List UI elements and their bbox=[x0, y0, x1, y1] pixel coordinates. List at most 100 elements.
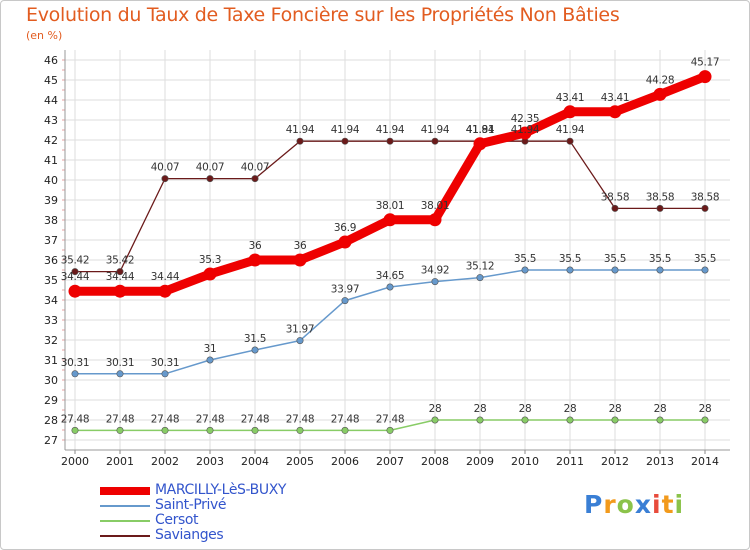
y-tick-label: 33 bbox=[44, 314, 58, 327]
legend-swatch-saint-prive bbox=[100, 505, 150, 507]
point-saint-prive[interactable] bbox=[71, 370, 79, 378]
data-label-cersot: 28 bbox=[519, 403, 532, 415]
point-saint-prive[interactable] bbox=[701, 266, 709, 274]
x-tick-label: 2000 bbox=[61, 455, 89, 468]
point-saint-prive[interactable] bbox=[566, 266, 574, 274]
point-saint-prive[interactable] bbox=[431, 278, 439, 286]
point-marcilly[interactable] bbox=[653, 87, 667, 101]
point-savianges[interactable] bbox=[566, 137, 574, 145]
point-savianges[interactable] bbox=[431, 137, 439, 145]
legend-item-savianges[interactable]: Savianges bbox=[100, 527, 400, 544]
point-marcilly[interactable] bbox=[68, 284, 82, 298]
point-cersot[interactable] bbox=[566, 416, 574, 424]
point-savianges[interactable] bbox=[71, 268, 79, 276]
data-label-saint-prive: 31.5 bbox=[244, 333, 266, 345]
point-cersot[interactable] bbox=[161, 426, 169, 434]
point-cersot[interactable] bbox=[116, 426, 124, 434]
point-marcilly[interactable] bbox=[428, 213, 442, 227]
point-savianges[interactable] bbox=[161, 175, 169, 183]
logo-letter: x bbox=[634, 490, 652, 519]
x-tick-label: 2008 bbox=[421, 455, 449, 468]
point-marcilly[interactable] bbox=[338, 235, 352, 249]
point-marcilly[interactable] bbox=[248, 253, 262, 267]
data-label-marcilly: 34.44 bbox=[106, 271, 135, 283]
point-cersot[interactable] bbox=[431, 416, 439, 424]
point-marcilly[interactable] bbox=[563, 105, 577, 119]
point-savianges[interactable] bbox=[701, 204, 709, 212]
point-saint-prive[interactable] bbox=[161, 370, 169, 378]
data-label-saint-prive: 33.97 bbox=[331, 284, 360, 296]
y-axis-unit: (en %) bbox=[26, 29, 63, 42]
data-label-cersot: 28 bbox=[474, 403, 487, 415]
point-marcilly[interactable] bbox=[113, 284, 127, 298]
x-tick-label: 2002 bbox=[151, 455, 179, 468]
point-cersot[interactable] bbox=[251, 426, 259, 434]
data-label-saint-prive: 30.31 bbox=[106, 357, 135, 369]
x-tick-label: 2014 bbox=[691, 455, 719, 468]
legend-swatch-marcilly bbox=[100, 487, 150, 495]
point-saint-prive[interactable] bbox=[341, 297, 349, 305]
point-savianges[interactable] bbox=[341, 137, 349, 145]
y-tick-label: 37 bbox=[44, 234, 58, 247]
point-saint-prive[interactable] bbox=[116, 370, 124, 378]
point-savianges[interactable] bbox=[611, 204, 619, 212]
point-cersot[interactable] bbox=[386, 426, 394, 434]
point-savianges[interactable] bbox=[656, 204, 664, 212]
data-label-cersot: 28 bbox=[609, 403, 622, 415]
logo-letter: P bbox=[584, 490, 604, 519]
point-saint-prive[interactable] bbox=[521, 266, 529, 274]
point-marcilly[interactable] bbox=[608, 105, 622, 119]
point-cersot[interactable] bbox=[206, 426, 214, 434]
data-label-marcilly: 43.41 bbox=[601, 92, 630, 104]
data-label-cersot: 27.48 bbox=[286, 413, 315, 425]
x-tick-label: 2010 bbox=[511, 455, 539, 468]
data-label-marcilly: 38.01 bbox=[376, 200, 405, 212]
point-marcilly[interactable] bbox=[203, 267, 217, 281]
x-tick-label: 2004 bbox=[241, 455, 269, 468]
y-tick-label: 31 bbox=[44, 354, 58, 367]
point-saint-prive[interactable] bbox=[476, 274, 484, 282]
point-saint-prive[interactable] bbox=[251, 346, 259, 354]
data-label-marcilly: 36 bbox=[294, 240, 307, 252]
point-cersot[interactable] bbox=[656, 416, 664, 424]
y-tick-label: 30 bbox=[44, 374, 58, 387]
point-cersot[interactable] bbox=[71, 426, 79, 434]
x-tick-label: 2011 bbox=[556, 455, 584, 468]
point-marcilly[interactable] bbox=[473, 137, 487, 151]
y-tick-label: 35 bbox=[44, 274, 58, 287]
point-cersot[interactable] bbox=[701, 416, 709, 424]
point-marcilly[interactable] bbox=[383, 213, 397, 227]
series-lines bbox=[68, 70, 712, 434]
data-label-marcilly: 34.44 bbox=[151, 271, 180, 283]
point-savianges[interactable] bbox=[251, 175, 259, 183]
logo-letter: o bbox=[616, 490, 635, 519]
point-cersot[interactable] bbox=[611, 416, 619, 424]
data-label-saint-prive: 30.31 bbox=[151, 357, 180, 369]
y-tick-label: 34 bbox=[44, 294, 58, 307]
point-cersot[interactable] bbox=[476, 416, 484, 424]
point-cersot[interactable] bbox=[521, 416, 529, 424]
point-saint-prive[interactable] bbox=[296, 337, 304, 345]
point-saint-prive[interactable] bbox=[206, 356, 214, 364]
point-savianges[interactable] bbox=[206, 175, 214, 183]
point-savianges[interactable] bbox=[296, 137, 304, 145]
legend-item-saint-prive[interactable]: Saint-Privé bbox=[100, 497, 400, 514]
point-cersot[interactable] bbox=[296, 426, 304, 434]
point-cersot[interactable] bbox=[341, 426, 349, 434]
point-saint-prive[interactable] bbox=[386, 283, 394, 291]
data-label-marcilly: 45.17 bbox=[691, 57, 720, 69]
point-marcilly[interactable] bbox=[518, 126, 532, 140]
point-marcilly[interactable] bbox=[293, 253, 307, 267]
point-marcilly[interactable] bbox=[158, 284, 172, 298]
data-label-savianges: 35.42 bbox=[106, 255, 135, 267]
y-tick-label: 28 bbox=[44, 414, 58, 427]
point-savianges[interactable] bbox=[386, 137, 394, 145]
point-saint-prive[interactable] bbox=[611, 266, 619, 274]
legend-item-marcilly[interactable]: MARCILLY-LèS-BUXY bbox=[100, 482, 400, 499]
data-label-cersot: 28 bbox=[564, 403, 577, 415]
legend-item-cersot[interactable]: Cersot bbox=[100, 512, 400, 529]
point-savianges[interactable] bbox=[116, 268, 124, 276]
data-label-savianges: 41.94 bbox=[466, 124, 495, 136]
point-saint-prive[interactable] bbox=[656, 266, 664, 274]
point-marcilly[interactable] bbox=[698, 70, 712, 84]
